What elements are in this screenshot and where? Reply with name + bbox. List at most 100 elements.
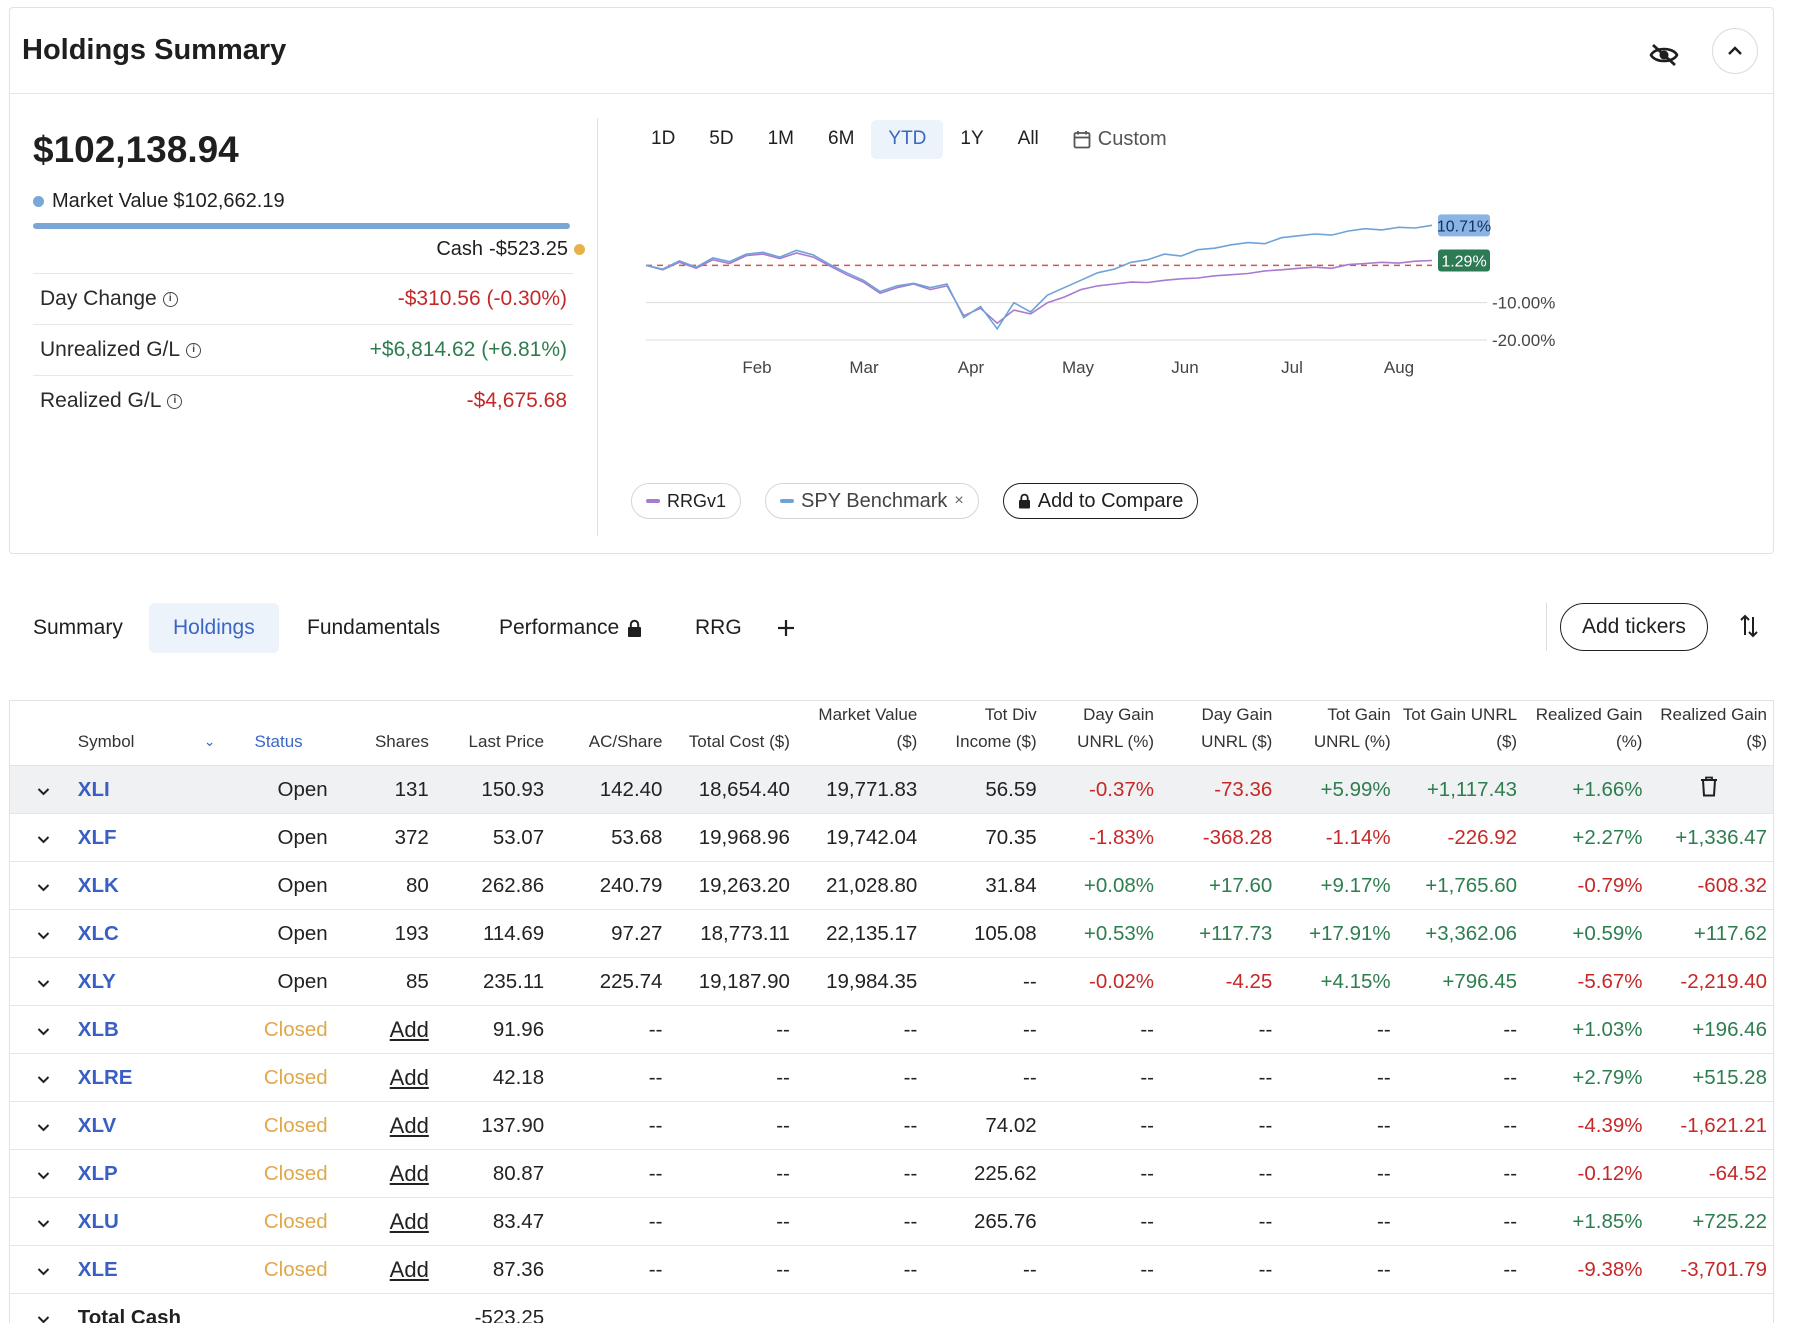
col-status[interactable]: Status [229, 701, 336, 766]
range-tab-6m[interactable]: 6M [828, 128, 855, 149]
info-icon[interactable]: i [162, 291, 178, 307]
col-tot-div-income[interactable]: Tot Div Income ($) [925, 701, 1045, 766]
add-shares-link[interactable]: Add [335, 1053, 437, 1102]
symbol-link[interactable]: XLY [77, 957, 230, 1006]
tab-rrg[interactable]: RRG [695, 616, 742, 639]
add-link[interactable]: Add [389, 1016, 429, 1042]
cell-tgd: +1,765.60 [1398, 861, 1526, 910]
expand-chevron-down-icon[interactable] [10, 1005, 78, 1054]
chevron-down-icon[interactable]: ⌄ [203, 733, 216, 749]
expand-chevron-down-icon[interactable] [10, 861, 78, 910]
add-tickers-button[interactable]: Add tickers [1560, 603, 1708, 651]
expand-chevron-down-icon[interactable] [10, 1197, 78, 1246]
range-tab-1m[interactable]: 1M [767, 128, 794, 149]
symbol-link[interactable]: XLK [77, 861, 230, 910]
hide-values-eye-off-icon[interactable] [1642, 33, 1686, 77]
cell-rgp: -0.12% [1525, 1149, 1651, 1198]
table-row[interactable]: XLV Closed Add 137.90 -- -- -- 74.02 -- -- -- -- -4.… [10, 1101, 1773, 1150]
symbol-link[interactable]: XLC [77, 909, 230, 958]
symbol-link[interactable]: XLI [77, 765, 230, 814]
table-row[interactable]: XLF Open 372 53.07 53.68 19,968.96 19,742.04 70… [10, 813, 1773, 862]
tab-summary[interactable]: Summary [33, 616, 123, 639]
add-shares-link[interactable]: Add [335, 1197, 437, 1246]
col-market-value[interactable]: Market Value ($) [797, 701, 926, 766]
expand-chevron-down-icon[interactable] [10, 1149, 78, 1198]
remove-close-icon[interactable]: × [954, 492, 964, 509]
calendar-icon [1073, 131, 1091, 149]
status-cell: Open [229, 861, 336, 910]
delete-trash-icon[interactable] [1650, 765, 1773, 814]
add-link[interactable]: Add [389, 1208, 429, 1234]
table-row[interactable]: XLC Open 193 114.69 97.27 18,773.11 22,135.17 1… [10, 909, 1773, 958]
expand-chevron-down-icon[interactable] [10, 957, 78, 1006]
symbol-link[interactable]: XLE [77, 1245, 230, 1294]
tab-holdings[interactable]: Holdings [149, 603, 279, 653]
col-ac-share[interactable]: AC/Share [552, 701, 671, 766]
table-row[interactable]: XLI Open 131 150.93 142.40 18,654.40 19,771.83… [10, 765, 1773, 814]
add-link[interactable]: Add [389, 1256, 429, 1282]
legend-label: RRGv1 [667, 490, 727, 511]
expand-chevron-down-icon[interactable] [10, 909, 78, 958]
cell-mv: -- [797, 1149, 926, 1198]
expand-chevron-down-icon[interactable] [10, 765, 78, 814]
col-last-price[interactable]: Last Price [436, 701, 553, 766]
range-tab-custom[interactable]: Custom [1056, 120, 1184, 159]
range-tab-ytd[interactable]: YTD [871, 120, 944, 159]
symbol-link[interactable]: XLV [77, 1101, 230, 1150]
col-total-cost[interactable]: Total Cost ($) [670, 701, 798, 766]
col-realized-gain-usd[interactable]: Realized Gain ($) [1650, 701, 1773, 766]
tab-fundamentals[interactable]: Fundamentals [307, 616, 441, 639]
tab-performance[interactable]: Performance [475, 603, 666, 653]
symbol-link[interactable]: XLP [77, 1149, 230, 1198]
collapse-chevron-up-icon[interactable] [1712, 28, 1758, 74]
col-day-gain-unrl-usd[interactable]: Day Gain UNRL ($) [1162, 701, 1281, 766]
total-cash-row[interactable]: Total Cash -523.25 [10, 1294, 1773, 1323]
add-link[interactable]: Add [389, 1112, 429, 1138]
table-row[interactable]: XLY Open 85 235.11 225.74 19,187.90 19,984.35-… [10, 957, 1773, 1006]
range-tab-1y[interactable]: 1Y [960, 128, 984, 149]
sort-arrows-icon[interactable] [1739, 613, 1759, 644]
table-row[interactable]: XLK Open 80 262.86 240.79 19,263.20 21,028.80 3… [10, 861, 1773, 910]
symbol-link[interactable]: XLRE [77, 1053, 230, 1102]
cell-cost: 18,654.40 [670, 765, 798, 814]
expand-chevron-down-icon[interactable] [10, 1245, 78, 1294]
range-tab-1d[interactable]: 1D [651, 128, 676, 149]
add-shares-link[interactable]: Add [335, 1245, 437, 1294]
table-row[interactable]: XLB Closed Add 91.96 -- -- -- -- -- -- -- -- +1.03% +… [10, 1005, 1773, 1054]
add-to-compare-button[interactable]: Add to Compare [1002, 483, 1199, 519]
table-row[interactable]: XLP Closed Add 80.87 -- -- -- 225.62 -- -- -- -- -0.… [10, 1149, 1773, 1198]
table-row[interactable]: XLRE Closed Add 42.18 -- -- -- -- -- -- -- -- +2.79%… [10, 1053, 1773, 1102]
col-day-gain-unrl-pct[interactable]: Day Gain UNRL (%) [1044, 701, 1162, 766]
add-link[interactable]: Add [389, 1160, 429, 1186]
range-tab-5d[interactable]: 5D [709, 128, 734, 149]
col-symbol[interactable]: Symbol ⌄ [77, 701, 230, 766]
info-icon[interactable]: i [167, 393, 183, 409]
add-shares-link[interactable]: Add [335, 1101, 437, 1150]
table-row[interactable]: XLE Closed Add 87.36 -- -- -- -- -- -- -- -- -9.38% -… [10, 1245, 1773, 1294]
col-tot-gain-unrl-pct[interactable]: Tot Gain UNRL (%) [1280, 701, 1399, 766]
table-row[interactable]: XLU Closed Add 83.47 -- -- -- 265.76 -- -- -- -- +1.… [10, 1197, 1773, 1246]
symbol-link[interactable]: XLB [77, 1005, 230, 1054]
add-shares-link[interactable]: Add [335, 1005, 437, 1054]
col-tot-gain-unrl-usd[interactable]: Tot Gain UNRL ($) [1398, 701, 1526, 766]
cell-last: 150.93 [436, 765, 553, 814]
legend-chip-rrgv1[interactable]: RRGv1 [631, 483, 742, 519]
cell-rgp: -5.67% [1525, 957, 1651, 1006]
total-cash-value: -523.25 [474, 1305, 545, 1323]
legend-label: SPY Benchmark [801, 489, 948, 512]
expand-chevron-down-icon[interactable] [10, 1053, 78, 1102]
add-tab-plus-icon[interactable] [752, 603, 820, 653]
symbol-link[interactable]: XLU [77, 1197, 230, 1246]
cell-tgd: +1,117.43 [1398, 765, 1526, 814]
info-icon[interactable]: i [186, 342, 202, 358]
legend-chip-spy-benchmark[interactable]: SPY Benchmark × [765, 483, 979, 519]
add-link[interactable]: Add [389, 1064, 429, 1090]
symbol-link[interactable]: XLF [77, 813, 230, 862]
col-shares[interactable]: Shares [335, 701, 437, 766]
expand-chevron-down-icon[interactable] [10, 1101, 78, 1150]
range-tab-all[interactable]: All [1017, 128, 1039, 149]
col-realized-gain-pct[interactable]: Realized Gain (%) [1525, 701, 1651, 766]
add-shares-link[interactable]: Add [335, 1149, 437, 1198]
expand-chevron-down-icon[interactable] [10, 1294, 78, 1323]
expand-chevron-down-icon[interactable] [10, 813, 78, 862]
